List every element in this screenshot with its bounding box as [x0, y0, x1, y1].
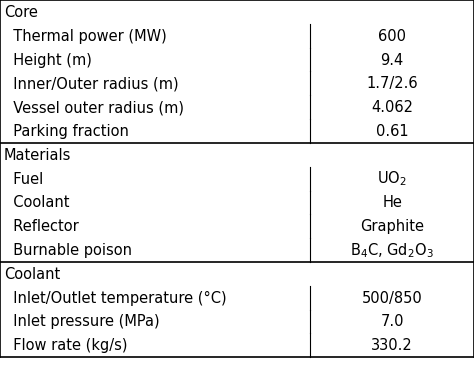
- Text: He: He: [383, 195, 402, 210]
- Text: Burnable poison: Burnable poison: [4, 243, 132, 258]
- Text: 0.61: 0.61: [376, 124, 409, 139]
- Text: 1.7/2.6: 1.7/2.6: [366, 76, 418, 92]
- Text: 4.062: 4.062: [371, 100, 413, 115]
- Text: Coolant: Coolant: [4, 267, 60, 282]
- Text: Height (m): Height (m): [4, 53, 91, 68]
- Text: Parking fraction: Parking fraction: [4, 124, 128, 139]
- Text: Vessel outer radius (m): Vessel outer radius (m): [4, 100, 184, 115]
- Text: Core: Core: [4, 5, 37, 20]
- Text: 7.0: 7.0: [381, 315, 404, 330]
- Text: 9.4: 9.4: [381, 53, 404, 68]
- Text: 600: 600: [378, 29, 406, 44]
- Text: Inlet pressure (MPa): Inlet pressure (MPa): [4, 315, 159, 330]
- Text: Fuel: Fuel: [4, 172, 43, 187]
- Text: 500/850: 500/850: [362, 291, 423, 306]
- Text: Graphite: Graphite: [360, 219, 424, 234]
- Text: Inner/Outer radius (m): Inner/Outer radius (m): [4, 76, 178, 92]
- Text: UO$_2$: UO$_2$: [377, 170, 407, 188]
- Text: Reflector: Reflector: [4, 219, 79, 234]
- Text: B$_4$C, Gd$_2$O$_3$: B$_4$C, Gd$_2$O$_3$: [350, 241, 434, 260]
- Text: 330.2: 330.2: [371, 338, 413, 353]
- Text: Flow rate (kg/s): Flow rate (kg/s): [4, 338, 128, 353]
- Text: Materials: Materials: [4, 148, 71, 163]
- Text: Thermal power (MW): Thermal power (MW): [4, 29, 166, 44]
- Text: Inlet/Outlet temperature (°C): Inlet/Outlet temperature (°C): [4, 291, 227, 306]
- Text: Coolant: Coolant: [4, 195, 69, 210]
